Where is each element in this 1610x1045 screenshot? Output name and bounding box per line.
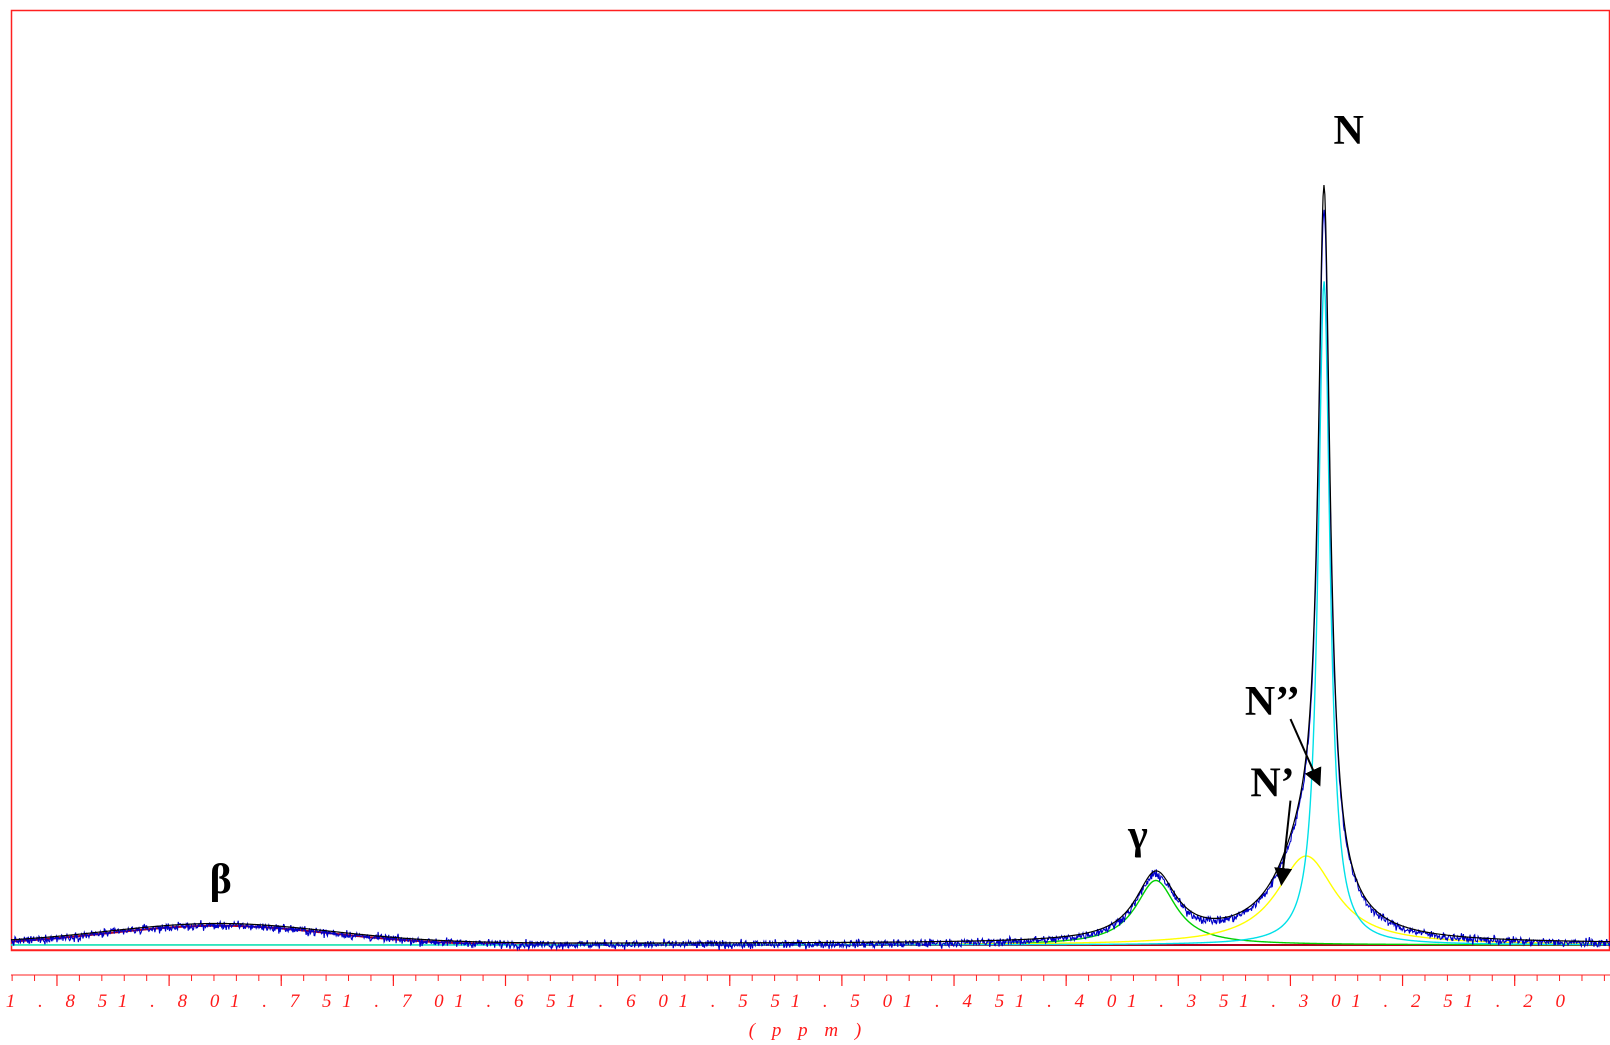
fit-component-line xyxy=(11,855,1610,946)
x-axis-tick-label: 1 . 8 0 xyxy=(118,991,229,1012)
peak-label: N’’ xyxy=(1245,679,1300,725)
fit-component-line xyxy=(11,879,1610,946)
x-axis-tick-label: 1 . 5 0 xyxy=(791,991,902,1012)
x-axis-tick-label: 1 . 3 0 xyxy=(1239,991,1350,1012)
x-axis-tick-label: 1 . 2 5 xyxy=(1351,991,1462,1012)
x-axis-tick-label: 1 . 4 5 xyxy=(903,991,1014,1012)
peak-label: N xyxy=(1334,108,1364,154)
experimental-spectrum-line xyxy=(10,209,1610,952)
fit-components xyxy=(10,281,1610,946)
x-axis-tick-label: 1 . 6 5 xyxy=(454,991,565,1012)
peak-annotations: N N’’ N’ γ β xyxy=(210,108,1364,903)
x-axis-tick-label: 1 . 2 0 xyxy=(1463,991,1574,1012)
x-axis-tick-label: 1 . 7 0 xyxy=(342,991,453,1012)
total-fit-line xyxy=(10,184,1610,944)
plot-frame xyxy=(10,9,1610,952)
x-axis-tick-label: 1 . 5 5 xyxy=(679,991,790,1012)
x-axis-tick-label: 1 . 3 5 xyxy=(1127,991,1238,1012)
total-fit xyxy=(10,184,1610,944)
annotation-arrow xyxy=(1274,800,1293,886)
annotation-arrow xyxy=(1289,718,1322,787)
x-axis-tick-label: 1 . 8 5 xyxy=(6,991,117,1012)
fit-component-line xyxy=(11,281,1610,946)
x-axis-ticks xyxy=(11,975,1605,986)
experimental-spectrum xyxy=(10,209,1610,952)
peak-label: γ xyxy=(1127,813,1148,859)
x-axis-label: ( p p m ) xyxy=(749,1020,867,1041)
x-axis-tick-label: 1 . 6 0 xyxy=(566,991,677,1012)
peak-label: N’ xyxy=(1250,761,1294,807)
peak-label: β xyxy=(210,857,232,903)
x-axis-tick-label: 1 . 7 5 xyxy=(230,991,341,1012)
x-axis-tick-label: 1 . 4 0 xyxy=(1015,991,1126,1012)
